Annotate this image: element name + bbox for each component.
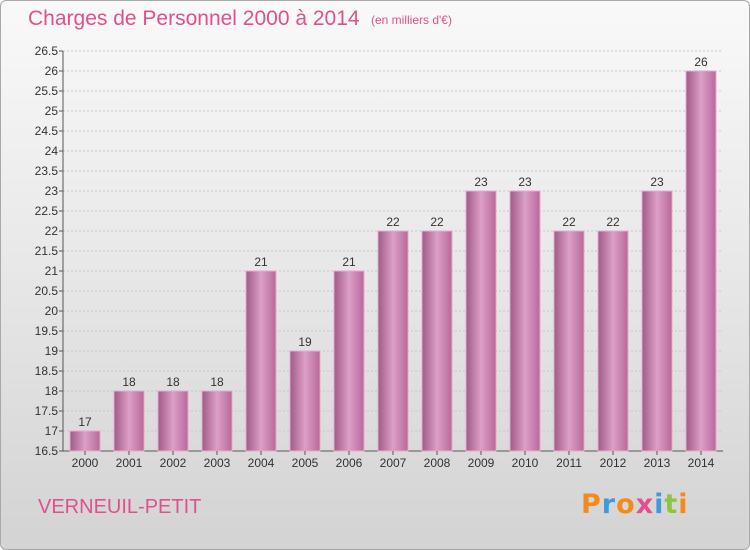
x-tick-label: 2013 (644, 456, 671, 470)
y-tick-labels: 16.5 17 17.5 18 18.5 19 19.5 20 20.5 21 21.5 22 22.5… (35, 44, 59, 458)
bar-value-label: 26 (694, 55, 708, 69)
bar-value-label: 22 (386, 215, 400, 229)
bar (245, 270, 277, 452)
bar (289, 350, 321, 452)
bar (157, 390, 189, 452)
bar (685, 70, 717, 452)
bar-value-label: 18 (166, 375, 180, 389)
x-tick-label: 2007 (380, 456, 407, 470)
value-labels: 17 18 18 18 21 19 21 22 22 23 23 22 22 23 26 (78, 55, 708, 429)
y-tick-label: 20 (45, 304, 59, 318)
bar (113, 390, 145, 452)
bar-value-label: 18 (122, 375, 136, 389)
brand-letter: t (664, 489, 679, 520)
y-tick-label: 25 (45, 104, 59, 118)
x-tick-label: 2004 (248, 456, 275, 470)
bar-value-label: 22 (430, 215, 444, 229)
x-tick-label: 2003 (204, 456, 231, 470)
y-tick-label: 26.5 (35, 44, 59, 58)
brand-letter: x (635, 489, 655, 520)
brand-logo[interactable]: Proxiti (581, 489, 689, 520)
x-tick-label: 2006 (336, 456, 363, 470)
bar-value-label: 22 (562, 215, 576, 229)
chart-subtitle: (en milliers d'€) (371, 13, 452, 27)
bar-value-label: 18 (210, 375, 224, 389)
bar-value-label: 19 (298, 335, 312, 349)
y-tick-label: 17 (45, 424, 59, 438)
bar-value-label: 21 (342, 255, 356, 269)
x-tick-label: 2002 (160, 456, 187, 470)
x-tick-label: 2005 (292, 456, 319, 470)
x-tick-label: 2009 (468, 456, 495, 470)
y-tick-label: 22.5 (35, 204, 59, 218)
bar (201, 390, 233, 452)
bar (465, 190, 497, 452)
y-tick-label: 26 (45, 64, 59, 78)
bar (377, 230, 409, 452)
x-tick-labels: 2000 2001 2002 2003 2004 2005 2006 2007 2008 2009… (72, 451, 715, 470)
y-tick-label: 17.5 (35, 404, 59, 418)
y-tick-label: 18 (45, 384, 59, 398)
y-tick-label: 21 (45, 264, 59, 278)
y-tick-label: 16.5 (35, 444, 59, 458)
bar (421, 230, 453, 452)
y-tick-label: 22 (45, 224, 59, 238)
y-tick-label: 23.5 (35, 164, 59, 178)
brand-letter: P (581, 489, 602, 520)
y-tick-label: 20.5 (35, 284, 59, 298)
brand-letter: r (601, 489, 617, 520)
brand-letter: i (654, 489, 665, 520)
y-tick-label: 24 (45, 144, 59, 158)
y-tick-label: 19 (45, 344, 59, 358)
x-tick-label: 2012 (600, 456, 627, 470)
bar (553, 230, 585, 452)
y-tick-label: 19.5 (35, 324, 59, 338)
brand-letter: o (616, 489, 636, 520)
x-tick-label: 2011 (556, 456, 582, 470)
y-tick-label: 24.5 (35, 124, 59, 138)
bar (509, 190, 541, 452)
bars (69, 70, 717, 452)
y-tick-label: 21.5 (35, 244, 59, 258)
x-tick-label: 2014 (688, 456, 715, 470)
bar (641, 190, 673, 452)
bar (333, 270, 365, 452)
bar-value-label: 21 (254, 255, 268, 269)
chart-title: Charges de Personnel 2000 à 2014 (28, 7, 360, 30)
y-tick-label: 18.5 (35, 364, 59, 378)
x-tick-label: 2001 (116, 456, 143, 470)
bar-value-label: 23 (518, 175, 532, 189)
bar (69, 430, 101, 452)
bar-value-label: 23 (474, 175, 488, 189)
y-tick-label: 25.5 (35, 84, 59, 98)
bar-value-label: 17 (78, 415, 92, 429)
brand-letter: i (678, 489, 689, 520)
x-tick-label: 2010 (512, 456, 539, 470)
bar (597, 230, 629, 452)
x-tick-label: 2008 (424, 456, 451, 470)
location-name: VERNEUIL-PETIT (38, 496, 202, 518)
x-tick-label: 2000 (72, 456, 99, 470)
y-tick-label: 23 (45, 184, 59, 198)
bar-value-label: 23 (650, 175, 664, 189)
bar-value-label: 22 (606, 215, 620, 229)
